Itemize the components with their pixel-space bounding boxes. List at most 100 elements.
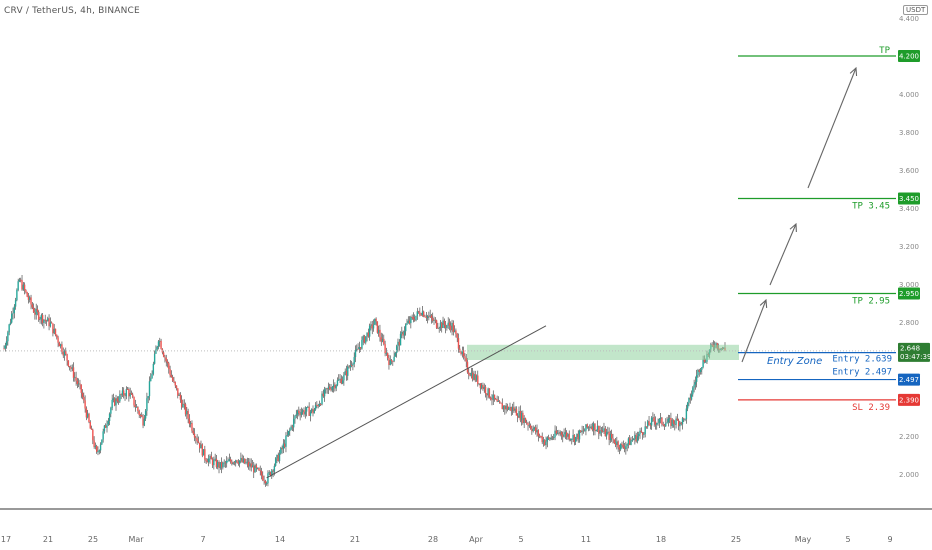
candle-body [334, 384, 336, 389]
candle-body [599, 430, 601, 434]
price-tag-label: 4.200 [899, 53, 919, 61]
price-tag[interactable] [898, 192, 920, 205]
candle-body [126, 389, 129, 390]
candle-body [456, 333, 458, 339]
candle-body [38, 312, 40, 320]
candle-body [420, 314, 422, 316]
candle-body [473, 374, 475, 380]
candle-body [7, 332, 9, 342]
candle-body [487, 388, 489, 396]
candle-body [385, 352, 388, 354]
candle-body [89, 421, 91, 429]
time-tick-label: May [795, 535, 812, 544]
candle-body [469, 374, 471, 377]
candle-body [202, 449, 205, 456]
candle-body [251, 465, 254, 468]
candle-body [322, 393, 324, 397]
candle-body [40, 314, 43, 320]
candle-body [54, 328, 57, 335]
candle-body [367, 332, 370, 337]
candle-body [50, 322, 53, 324]
candle-body [330, 388, 332, 391]
candle-body [307, 406, 309, 408]
candle-body [16, 289, 18, 301]
candle-body [358, 347, 361, 350]
candle-body [690, 394, 693, 400]
candle-body [283, 443, 286, 447]
candle-body [63, 351, 66, 356]
candle-body [672, 419, 675, 424]
price-tag[interactable] [898, 373, 920, 386]
price-tick-label: 2.000 [899, 471, 919, 479]
candle-body [694, 381, 697, 385]
current-price-tag[interactable] [898, 342, 930, 362]
candle-body [108, 413, 111, 421]
candle-body [231, 461, 233, 465]
candle-body [461, 350, 464, 354]
candle-body [381, 338, 384, 342]
candle-body [313, 409, 315, 414]
candle-body [524, 418, 527, 423]
candle-body [645, 426, 648, 428]
candle-body [489, 397, 492, 400]
price-tag[interactable] [898, 50, 920, 62]
candle-body [560, 431, 563, 435]
candle-body [340, 378, 343, 384]
price-tag[interactable] [898, 287, 920, 300]
candle-body [482, 385, 484, 390]
candle-body [39, 319, 41, 320]
candle-body [410, 316, 412, 324]
candle-body [299, 413, 301, 416]
time-axis[interactable]: 17 21 25 Mar 7 14 21 28 Apr 5 11 18 25 May 5 9 [0, 508, 932, 544]
candle-body [659, 417, 662, 419]
candle-body [344, 370, 346, 375]
candle-body [97, 451, 99, 453]
candle-body [66, 354, 68, 361]
candle-body [282, 443, 285, 450]
candle-body [627, 438, 630, 444]
candle-body [153, 353, 156, 364]
candle-body [196, 438, 198, 442]
candle-body [601, 430, 604, 432]
candle-body [497, 401, 500, 402]
candle-body [618, 447, 621, 450]
time-tick-label: 7 [200, 535, 205, 544]
candle-body [542, 440, 545, 443]
time-tick-label: 25 [731, 535, 741, 544]
candle-body [273, 465, 276, 472]
candle-body [670, 417, 672, 426]
candle-body [376, 321, 379, 333]
candle-body [144, 410, 147, 419]
time-tick-label: 14 [275, 535, 285, 544]
candle-body [68, 366, 71, 368]
candle-body [399, 333, 402, 346]
price-tick-label: 3.600 [899, 167, 919, 175]
candle-body [522, 412, 524, 423]
candle-body [13, 306, 15, 313]
candle-body [686, 402, 689, 409]
candle-body [392, 360, 394, 362]
candle-body [563, 434, 565, 437]
price-tag[interactable] [898, 393, 920, 406]
candle-body [263, 480, 265, 482]
candle-body [173, 380, 175, 383]
time-tick-label: 11 [581, 535, 591, 544]
candle-body [511, 407, 514, 412]
candle-body [394, 353, 397, 357]
candle-body [134, 405, 137, 408]
candle-body [446, 325, 448, 328]
candle-body [685, 408, 688, 420]
candle-body [488, 388, 491, 398]
candle-body [289, 429, 291, 432]
candle-body [325, 388, 327, 390]
price-axis[interactable]: 4.2003.4502.9502.6392.4972.3902.64803:47… [898, 15, 931, 479]
candle-body [567, 434, 569, 437]
candle-body [577, 433, 579, 440]
currency-badge[interactable]: USDT [903, 5, 929, 15]
candle-body [62, 351, 64, 356]
candle-body [286, 434, 288, 436]
candle-body [379, 329, 381, 338]
candle-body [495, 398, 497, 400]
candle-body [3, 348, 5, 350]
